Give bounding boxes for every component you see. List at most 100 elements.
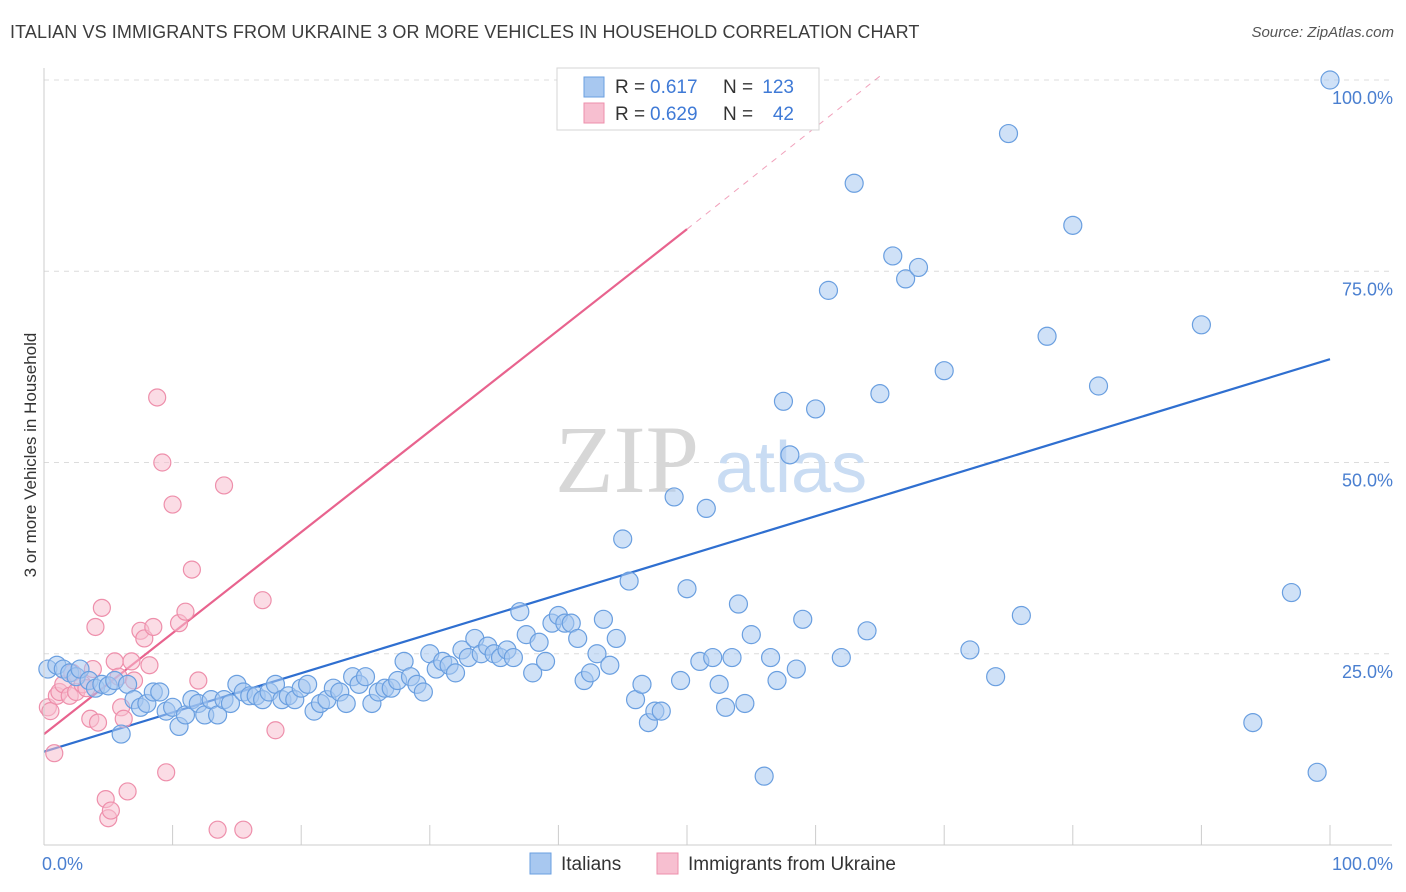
italians-point-113 xyxy=(786,659,806,679)
bottom-legend-label-ukraine: Immigrants from Ukraine xyxy=(688,854,896,875)
italians-point-76 xyxy=(529,632,549,652)
axis-layer: 25.0% 50.0% 75.0% 100.0% 0.0% 100.0% xyxy=(42,68,1393,874)
italians-point-89 xyxy=(613,529,633,549)
legend-n-label-0: N = xyxy=(723,77,753,98)
italians-point-119 xyxy=(857,621,877,641)
italians-point-133 xyxy=(1243,712,1263,733)
italians-point-82 xyxy=(568,628,588,649)
italians-point-11 xyxy=(111,724,131,744)
italians-point-135 xyxy=(1307,762,1327,782)
italians-point-111 xyxy=(773,391,794,411)
italians-point-127 xyxy=(998,123,1019,144)
italians-point-84 xyxy=(580,663,601,683)
y-tick-label-1: 50.0% xyxy=(1342,471,1393,491)
italians-point-123 xyxy=(908,257,929,278)
bottom-legend-label-italians: Italians xyxy=(561,854,621,875)
italians-point-104 xyxy=(722,647,742,668)
ukraine-point-30 xyxy=(148,388,167,407)
italians-point-109 xyxy=(760,647,781,668)
watermark-atlas: atlas xyxy=(715,428,867,508)
italians-point-121 xyxy=(883,246,903,266)
italians-point-131 xyxy=(1088,376,1109,396)
trend-layer xyxy=(43,75,1331,753)
ukraine-point-24 xyxy=(122,652,141,671)
watermark: ZIP atlas xyxy=(555,406,867,513)
italians-point-77 xyxy=(535,651,556,672)
italians-point-132 xyxy=(1191,315,1212,335)
legend-top: R = 0.617 N = 123 R = 0.629 N = 42 xyxy=(556,67,820,131)
italians-point-17 xyxy=(150,682,170,702)
ukraine-point-13 xyxy=(86,617,105,637)
italians-point-105 xyxy=(728,594,749,614)
y-tick-label-0: 25.0% xyxy=(1342,662,1393,682)
source-label: Source: ZipAtlas.com xyxy=(1251,24,1394,41)
ukraine-trendline xyxy=(43,228,688,735)
legend-r-label-0: R = xyxy=(615,77,645,98)
italians-point-114 xyxy=(793,609,813,629)
ukraine-point-36 xyxy=(182,560,201,579)
ukraine-point-2 xyxy=(45,744,64,763)
italians-point-98 xyxy=(677,579,697,599)
ukraine-point-19 xyxy=(105,652,124,671)
points-layer xyxy=(38,70,1340,839)
ukraine-point-38 xyxy=(208,820,227,839)
legend-n-label-1: N = xyxy=(723,104,753,125)
italians-point-130 xyxy=(1063,215,1083,235)
ukraine-point-33 xyxy=(163,495,182,514)
italians-point-97 xyxy=(670,670,691,691)
italians-point-128 xyxy=(1011,605,1031,626)
italians-point-46 xyxy=(336,693,356,714)
ukraine-point-42 xyxy=(266,721,285,740)
italians-point-108 xyxy=(754,766,774,786)
italians-point-129 xyxy=(1037,326,1057,346)
italians-point-112 xyxy=(780,445,800,465)
italians-point-134 xyxy=(1281,582,1302,603)
legend-bottom: Italians Immigrants from Ukraine xyxy=(529,852,896,875)
legend-swatch-ukraine xyxy=(583,102,605,124)
ukraine-point-22 xyxy=(114,709,133,728)
bottom-legend-swatch-ukraine xyxy=(656,852,679,875)
legend-r-value-0: 0.617 xyxy=(650,77,698,98)
italians-point-115 xyxy=(805,399,826,419)
italians-trendline xyxy=(43,358,1331,753)
italians-point-116 xyxy=(818,280,839,300)
italians-point-101 xyxy=(703,647,723,668)
ukraine-point-39 xyxy=(214,476,234,495)
ukraine-point-37 xyxy=(189,671,208,690)
italians-point-73 xyxy=(510,602,530,622)
ukraine-point-15 xyxy=(92,598,111,617)
y-tick-label-3: 100.0% xyxy=(1332,88,1393,108)
x-tick-label-0: 0.0% xyxy=(42,854,83,874)
legend-n-value-0: 123 xyxy=(762,77,794,98)
grid-layer xyxy=(44,79,1392,655)
italians-point-40 xyxy=(298,674,318,694)
italians-point-136 xyxy=(1320,70,1340,90)
italians-point-87 xyxy=(600,655,620,675)
ukraine-point-28 xyxy=(140,656,159,675)
ukraine-point-35 xyxy=(176,602,195,621)
legend-swatch-italians xyxy=(583,76,605,98)
italians-point-103 xyxy=(715,697,736,717)
y-axis-title: 3 or more Vehicles in Household xyxy=(21,333,40,578)
italians-point-96 xyxy=(664,487,684,507)
ukraine-point-18 xyxy=(101,801,120,820)
ukraine-point-29 xyxy=(144,617,163,637)
italians-point-90 xyxy=(619,571,639,591)
italians-point-118 xyxy=(844,173,864,193)
italians-point-95 xyxy=(651,701,671,721)
italians-point-88 xyxy=(606,628,626,649)
italians-point-120 xyxy=(870,384,890,404)
italians-point-102 xyxy=(709,674,729,694)
ukraine-point-40 xyxy=(234,820,253,839)
legend-n-value-1: 42 xyxy=(773,104,794,125)
italians-point-58 xyxy=(413,682,433,702)
legend-r-value-1: 0.629 xyxy=(650,104,698,125)
italians-point-110 xyxy=(767,670,787,691)
legend-r-label-1: R = xyxy=(615,104,645,125)
italians-point-49 xyxy=(355,667,376,687)
ukraine-point-31 xyxy=(153,453,172,472)
ukraine-trendline-extension xyxy=(686,75,881,230)
italians-point-117 xyxy=(831,647,851,668)
ukraine-point-14 xyxy=(88,713,108,732)
